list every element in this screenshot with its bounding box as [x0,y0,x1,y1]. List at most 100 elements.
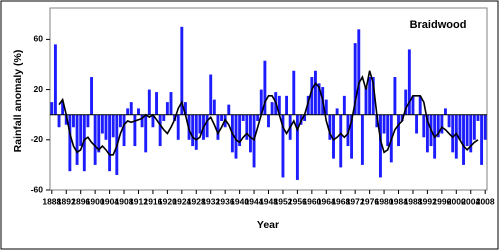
bar [72,114,75,128]
bar [248,114,252,153]
bar [317,83,321,115]
x-tick-label: 1928 [187,196,206,206]
bar [79,114,83,147]
bar [129,102,133,115]
bar [147,89,151,115]
bar [404,89,408,115]
bar [198,114,202,134]
x-tick-label: 1920 [158,196,177,206]
y-tick-label: -60 [31,184,44,194]
bar [483,114,487,140]
x-tick-label: 1912 [129,196,148,206]
bar [364,87,368,115]
bar [165,102,169,115]
bar [53,44,57,115]
bar [111,114,115,138]
bar [137,108,140,115]
bar [238,114,242,147]
bar [220,114,223,121]
bar [418,95,422,115]
bar [194,114,198,150]
x-tick-label: 1992 [418,196,437,206]
bar [447,114,451,128]
bar [292,70,296,115]
x-tick-label: 1936 [216,196,235,206]
bar [126,108,130,115]
bar [444,108,447,115]
bar [270,102,274,115]
bar [259,89,263,115]
bar [357,29,361,115]
bar [314,70,317,115]
bar [339,114,343,168]
bar [328,114,332,140]
bar [397,114,400,147]
x-tick-label: 1940 [230,196,249,206]
x-tick-label: 1932 [201,196,220,206]
x-axis-title: Year [257,219,279,231]
bar [469,114,473,153]
x-tick-label: 1952 [273,196,292,206]
bar [97,114,101,153]
bar [100,114,104,134]
bar [104,114,108,140]
x-tick-label: 1972 [346,196,365,206]
bar [368,77,372,115]
x-tick-label: 2008 [476,196,495,206]
bar [454,114,458,159]
bar [234,114,238,159]
x-tick-label: 1956 [288,196,307,206]
x-tick-label: 1908 [115,196,134,206]
bar [263,60,267,115]
x-tick-label: 1976 [360,196,379,206]
bar [216,114,220,140]
x-tick-label: 1944 [245,196,264,206]
bar [451,114,455,153]
bar [176,114,180,140]
bar [386,114,390,147]
bar [480,114,484,165]
chart-title: Braidwood [410,19,467,31]
bar [252,114,256,168]
smoothed-line [58,70,479,156]
bar [436,114,440,138]
bar [57,114,61,128]
x-tick-label: 1988 [404,196,423,206]
bar [303,114,307,121]
x-tick-label: 1896 [71,196,90,206]
x-tick-label: 1996 [432,196,451,206]
x-tick-label: 1888 [42,196,61,206]
x-tick-label: 1924 [172,196,191,206]
bar [180,26,184,115]
bar [332,114,335,159]
y-tick-label: 60 [34,34,44,44]
bar [382,114,386,134]
bar [425,114,429,153]
x-tick-label: 1984 [389,196,408,206]
x-tick-label: 1968 [331,196,350,206]
bar [227,104,231,115]
x-tick-label: 1948 [259,196,278,206]
bar [285,95,289,115]
bar [133,114,137,147]
x-tick-label: 1960 [302,196,321,206]
bar [191,114,195,147]
y-tick-label: -20 [31,134,44,144]
bar [472,114,476,140]
bar [140,114,144,128]
bar [82,114,86,172]
bar [50,102,54,115]
bar [245,114,249,140]
bar [346,114,350,147]
bar [256,114,260,121]
bar [212,99,216,115]
x-tick-label: 2000 [447,196,466,206]
bar [295,114,299,180]
bar [93,114,97,165]
bar [371,77,375,115]
bar [209,74,213,115]
bar [90,77,93,115]
bar [205,114,209,138]
title-box [395,14,481,36]
bar [144,114,148,153]
